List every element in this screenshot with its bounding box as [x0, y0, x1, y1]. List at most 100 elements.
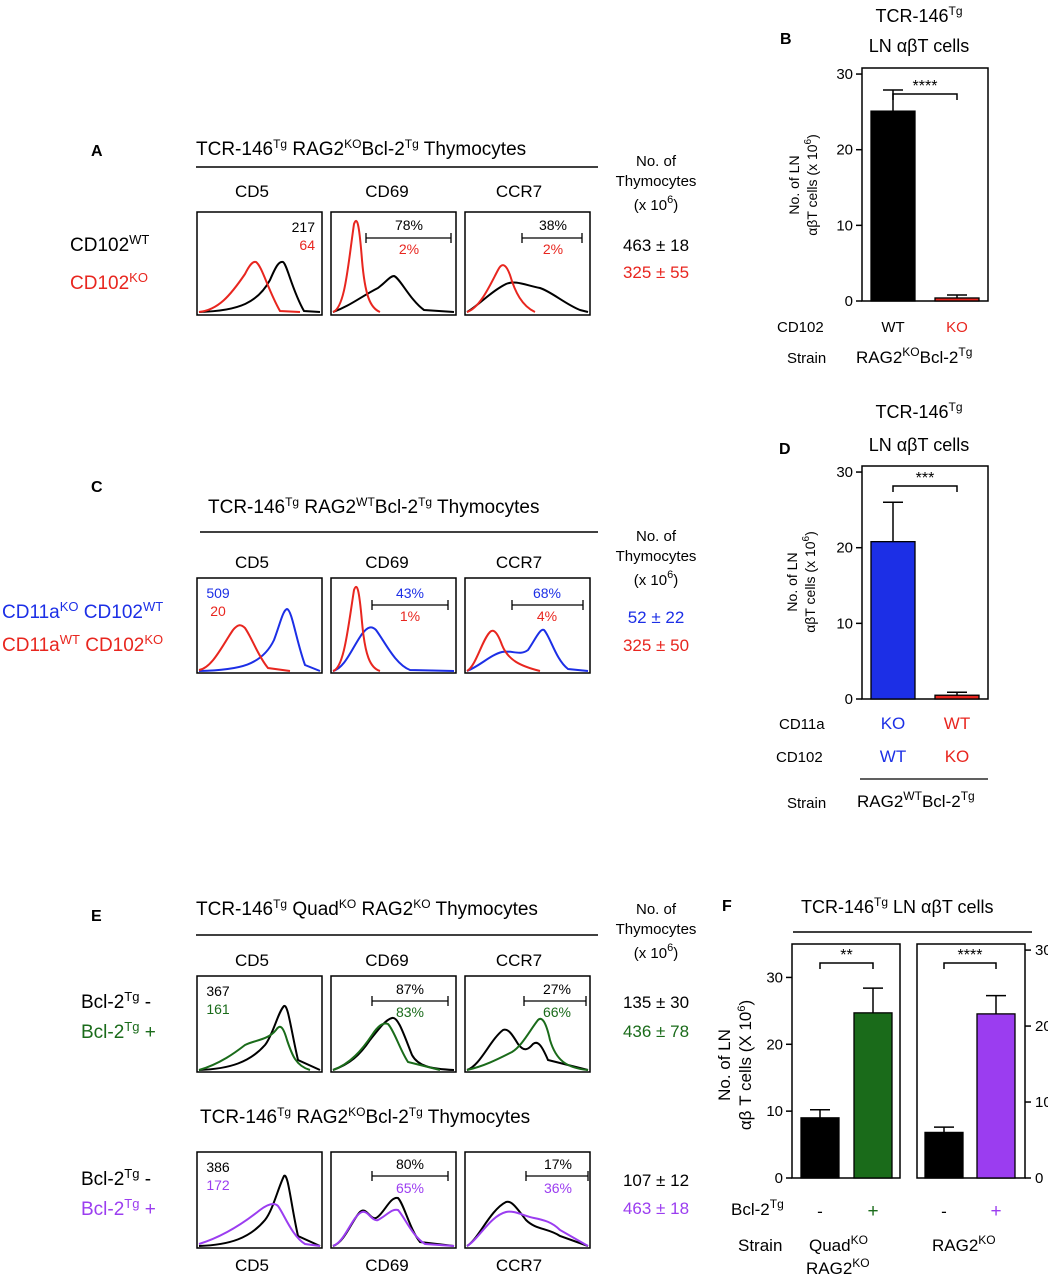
count-header-2: Thymocytes [616, 921, 697, 938]
trace-black [466, 1200, 589, 1247]
gate-bar [523, 996, 587, 1006]
histogram-a-ccr7: 38% 2% [464, 211, 591, 316]
count-e2-plus: 463 ± 18 [623, 1199, 689, 1218]
trace-green [466, 1017, 589, 1071]
panel-d-cd11a-label: CD11a [779, 716, 825, 733]
y-tick-label: 20 [1035, 1018, 1048, 1035]
count-e1-minus: 135 ± 30 [623, 993, 689, 1012]
panel-d-heading-2: LN αβT cells [869, 435, 969, 455]
y-tick-label: 20 [836, 540, 853, 557]
gate-pct-bottom: 83% [396, 1004, 424, 1020]
y-tick-label: 10 [836, 615, 853, 632]
trace-green [198, 1025, 311, 1071]
panel-f-strain-quad: QuadKO [809, 1233, 868, 1255]
trace-red [466, 629, 541, 672]
trace-black [198, 1174, 321, 1247]
col-label-ccr7: CCR7 [496, 182, 542, 201]
histogram-e2-cd5: 386 172 [196, 1151, 323, 1249]
count-ko: 325 ± 55 [623, 263, 689, 282]
panel-f-cat-plus-2: + [990, 1201, 1001, 1222]
gate-pct-bottom: 66% [543, 1004, 571, 1020]
col-label-cd5: CD5 [235, 553, 269, 572]
histogram-c-cd5: 509 20 [196, 577, 323, 674]
panel-b-label: B [780, 31, 792, 48]
trace-blue [332, 626, 455, 672]
gate-pct-bottom: 2% [543, 241, 563, 257]
histogram-e1-cd69: 87% 83% [330, 975, 457, 1073]
col-label-ccr7: CCR7 [496, 553, 542, 572]
y-tick-label: 30 [836, 464, 853, 481]
gate-pct-bottom: 1% [400, 608, 420, 624]
bar [976, 1013, 1016, 1179]
col-label-ccr7-bottom: CCR7 [496, 1256, 542, 1275]
trace-red [198, 260, 301, 313]
count-e1-plus: 436 ± 78 [623, 1022, 689, 1041]
histogram-e1-ccr7: 27% 66% [464, 975, 591, 1073]
panel-f-strain-rag: RAG2KO [932, 1233, 996, 1255]
count-header-1: No. of [636, 528, 677, 545]
trace-purple [332, 1208, 455, 1247]
count-header-2: Thymocytes [616, 548, 697, 565]
significance-bracket [892, 485, 958, 492]
panel-f-heading: TCR-146Tg LN αβT cells [801, 895, 994, 917]
count-header-1: No. of [636, 901, 677, 918]
gate-bar [511, 600, 584, 610]
panel-f-strain-label: Strain [738, 1236, 782, 1255]
significance-bracket [819, 962, 874, 969]
panel-d: D TCR-146Tg LN αβT cells No. of LN αβT ce… [776, 400, 989, 812]
col-label-cd69: CD69 [365, 182, 408, 201]
y-tick-label: 10 [1035, 1094, 1048, 1111]
gate-pct-top: 27% [543, 981, 571, 997]
y-tick-label: 20 [766, 1036, 783, 1053]
panel-d-label: D [779, 441, 791, 458]
count-header-2: Thymocytes [616, 173, 697, 190]
gate-bar [371, 996, 449, 1006]
row-label-cd11a-wt: CD11aWT CD102KO [2, 632, 163, 656]
col-label-cd5-bottom: CD5 [235, 1256, 269, 1275]
plot-frame [916, 943, 1026, 1179]
y-tick-label: 10 [766, 1103, 783, 1120]
plot-frame [791, 943, 901, 1179]
panel-a-title: TCR-146Tg RAG2KOBcl-2Tg Thymocytes [196, 137, 526, 160]
bar [934, 694, 980, 700]
bar [870, 540, 916, 700]
panel-c-title: TCR-146Tg RAG2WTBcl-2Tg Thymocytes [208, 495, 539, 518]
panel-d-cat-wt: WT [944, 714, 970, 733]
panel-c: C TCR-146Tg RAG2WTBcl-2Tg Thymocytes CD5… [2, 479, 697, 674]
gate-pct-top: 38% [539, 217, 567, 233]
panel-e-title-1: TCR-146Tg QuadKO RAG2KO Thymocytes [196, 897, 538, 920]
gate-pct-bottom: 2% [399, 241, 419, 257]
mfi-top: 509 [206, 585, 230, 601]
panel-b-cat-ko: KO [946, 319, 968, 336]
row-label-bcl2-plus-1: Bcl-2Tg + [81, 1019, 156, 1043]
gate-pct-bottom: 4% [537, 608, 557, 624]
col-label-cd69: CD69 [365, 951, 408, 970]
count-header-3: (x 106) [634, 194, 678, 214]
panel-d-cd102-label: CD102 [776, 749, 823, 766]
count-wt: 463 ± 18 [623, 236, 689, 255]
trace-blue [466, 628, 589, 672]
count-e2-minus: 107 ± 12 [623, 1171, 689, 1190]
bar-chart-f: 0 10 20 30 ** 0 10 20 30 **** [766, 942, 1048, 1187]
row-label-cd11a-ko: CD11aKO CD102WT [2, 599, 163, 623]
mfi-bottom: 64 [299, 237, 315, 253]
col-label-ccr7: CCR7 [496, 951, 542, 970]
plot-frame [861, 465, 989, 700]
panel-f-bcl2-label: Bcl-2Tg [731, 1197, 784, 1219]
mfi-bottom: 172 [206, 1177, 230, 1193]
histogram-a-cd69: 78% 2% [330, 211, 457, 316]
mfi-bottom: 20 [210, 603, 226, 619]
panel-b: B TCR-146Tg LN αβT cells No. of LN αβT ce… [777, 4, 989, 367]
gate-bar [371, 1171, 449, 1181]
col-label-cd5: CD5 [235, 182, 269, 201]
count-header-3: (x 106) [634, 942, 678, 962]
panel-a-label: A [91, 143, 103, 160]
mfi-bottom: 161 [206, 1001, 230, 1017]
y-tick-label: 10 [836, 217, 853, 234]
col-label-cd5: CD5 [235, 951, 269, 970]
col-label-cd69: CD69 [365, 553, 408, 572]
panel-f-cat-plus-1: + [867, 1201, 878, 1222]
panel-f-cat-minus-1: - [817, 1202, 823, 1221]
trace-black [198, 1004, 321, 1071]
count-cd11a-wt: 325 ± 50 [623, 636, 689, 655]
